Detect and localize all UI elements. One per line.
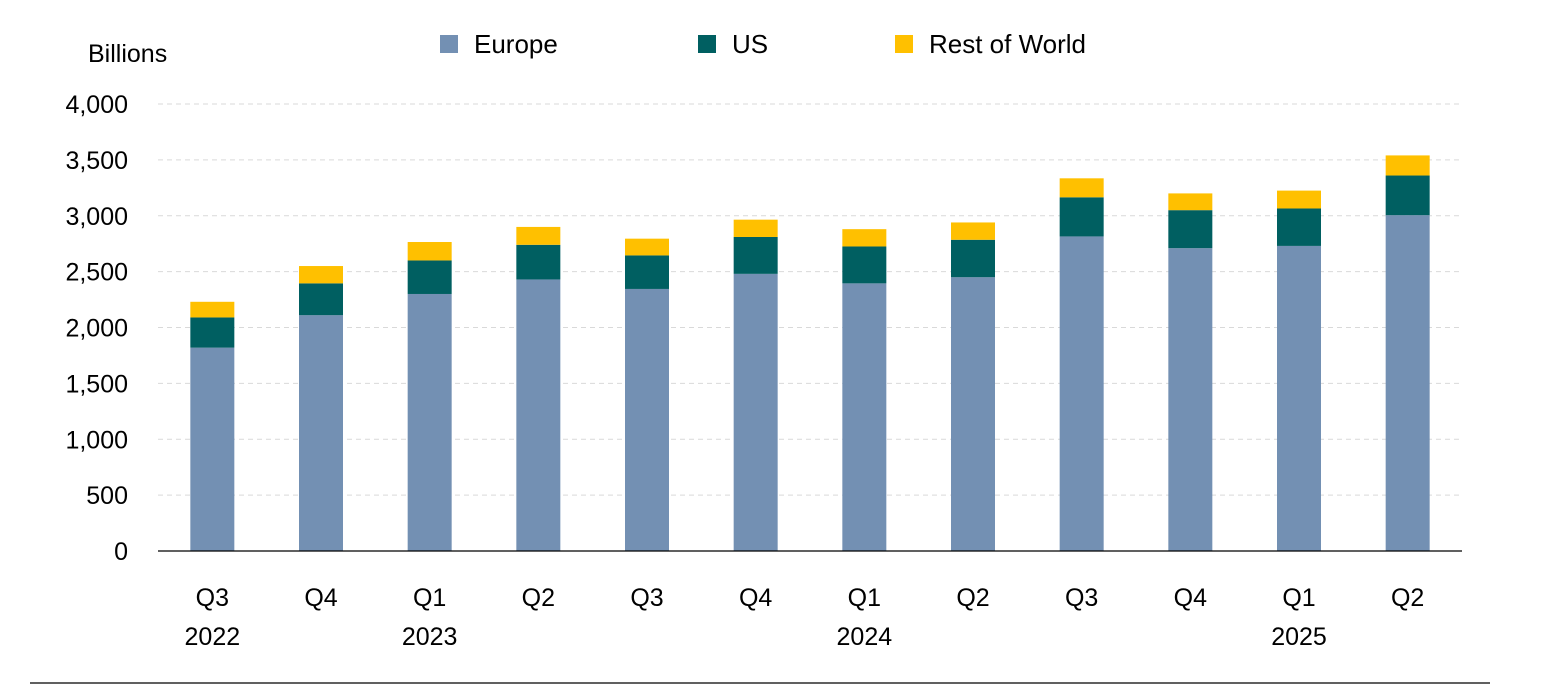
- bar-segment-us: [625, 255, 669, 289]
- bar-segment-europe: [1277, 245, 1321, 552]
- y-tick-label: 1,500: [65, 370, 128, 398]
- bar-segment-us: [407, 260, 452, 294]
- bar-segment-us: [1059, 197, 1104, 237]
- y-tick-label: 2,500: [65, 259, 128, 287]
- x-tick-year-label: 2023: [402, 623, 458, 651]
- x-tick-label: Q2: [956, 584, 989, 612]
- x-tick-label: Q1: [1282, 584, 1315, 612]
- legend-label: US: [732, 29, 768, 59]
- bar-segment-europe: [299, 315, 343, 551]
- bar-segment-rest-of-world: [733, 219, 778, 237]
- bar-segment-us: [842, 246, 887, 284]
- bar-segment-rest-of-world: [951, 222, 995, 240]
- bars: [190, 155, 1430, 552]
- legend-label: Rest of World: [929, 29, 1086, 59]
- x-tick-label: Q2: [1391, 584, 1424, 612]
- bar-segment-rest-of-world: [407, 242, 452, 261]
- y-tick-label: 4,000: [65, 91, 128, 119]
- bar-segment-europe: [1168, 248, 1213, 551]
- legend-swatch-us: [698, 35, 716, 53]
- bar-segment-europe: [733, 273, 778, 551]
- bar-segment-rest-of-world: [190, 301, 235, 318]
- x-tick-label: Q3: [1065, 584, 1098, 612]
- x-tick-label: Q4: [739, 584, 772, 612]
- bar-segment-rest-of-world: [516, 226, 561, 245]
- bar-segment-us: [299, 283, 343, 316]
- legend: Europe US Rest of World: [440, 29, 1086, 59]
- bar-segment-rest-of-world: [625, 238, 669, 256]
- y-axis-label: Billions: [88, 40, 167, 68]
- y-tick-label: 3,000: [65, 203, 128, 231]
- x-tick-label: Q4: [304, 584, 337, 612]
- x-tick-year-label: 2025: [1271, 623, 1327, 651]
- bar-segment-us: [190, 317, 235, 348]
- y-tick-label: 1,000: [65, 426, 128, 454]
- y-tick-label: 500: [86, 482, 128, 510]
- y-tick-label: 2,000: [65, 315, 128, 343]
- x-tick-label: Q3: [630, 584, 663, 612]
- y-tick-label: 0: [114, 538, 128, 566]
- bar-segment-rest-of-world: [1168, 193, 1213, 211]
- bar-segment-us: [733, 236, 778, 274]
- x-tick-year-label: 2024: [837, 623, 893, 651]
- bar-segment-rest-of-world: [1059, 178, 1104, 198]
- bar-segment-us: [951, 239, 995, 278]
- bar-segment-europe: [1385, 215, 1430, 551]
- y-tick-labels: 0 500 1,000 1,500 2,000 2,500 3,000 3,500 4,000: [65, 91, 128, 566]
- x-tick-label: Q1: [413, 584, 446, 612]
- bar-segment-europe: [407, 293, 452, 551]
- bar-segment-rest-of-world: [842, 229, 887, 247]
- bar-segment-rest-of-world: [1277, 190, 1321, 209]
- x-tick-label: Q3: [196, 584, 229, 612]
- bar-segment-europe: [625, 288, 669, 551]
- x-tick-labels: Q3 2022 Q4 Q1 2023 Q2 Q3 Q4 Q1 2024 Q2 Q3 Q4 Q1 2025 Q2: [185, 584, 1425, 651]
- x-tick-label: Q4: [1174, 584, 1207, 612]
- legend-swatch-europe: [440, 35, 458, 53]
- bar-segment-rest-of-world: [1385, 155, 1430, 176]
- bar-segment-rest-of-world: [299, 266, 343, 284]
- bar-segment-europe: [516, 279, 561, 551]
- bar-segment-us: [1277, 208, 1321, 246]
- bar-segment-us: [1385, 175, 1430, 216]
- bar-segment-europe: [951, 277, 995, 551]
- x-tick-year-label: 2022: [185, 623, 241, 651]
- legend-label: Europe: [474, 29, 558, 59]
- legend-swatch-rest-of-world: [895, 35, 913, 53]
- bar-segment-europe: [190, 347, 235, 551]
- x-tick-label: Q1: [848, 584, 881, 612]
- bar-segment-europe: [1059, 236, 1104, 551]
- bar-segment-us: [1168, 210, 1213, 249]
- bar-segment-europe: [842, 283, 887, 551]
- y-tick-label: 3,500: [65, 147, 128, 175]
- gridlines: [158, 103, 1462, 496]
- bar-segment-us: [516, 244, 561, 280]
- x-tick-label: Q2: [522, 584, 555, 612]
